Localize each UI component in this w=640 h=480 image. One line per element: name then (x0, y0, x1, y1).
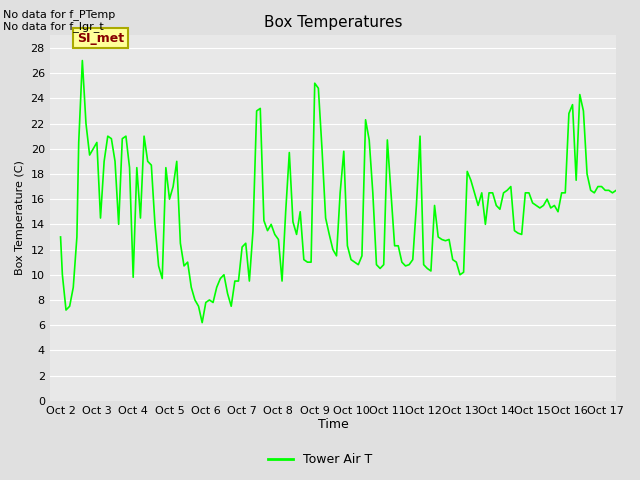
Legend: Tower Air T: Tower Air T (263, 448, 377, 471)
Text: No data for f_lgr_t: No data for f_lgr_t (3, 21, 104, 32)
Title: Box Temperatures: Box Temperatures (264, 15, 402, 30)
Text: SI_met: SI_met (77, 32, 124, 45)
X-axis label: Time: Time (317, 419, 348, 432)
Text: No data for f_PTemp: No data for f_PTemp (3, 9, 115, 20)
Y-axis label: Box Temperature (C): Box Temperature (C) (15, 161, 25, 276)
